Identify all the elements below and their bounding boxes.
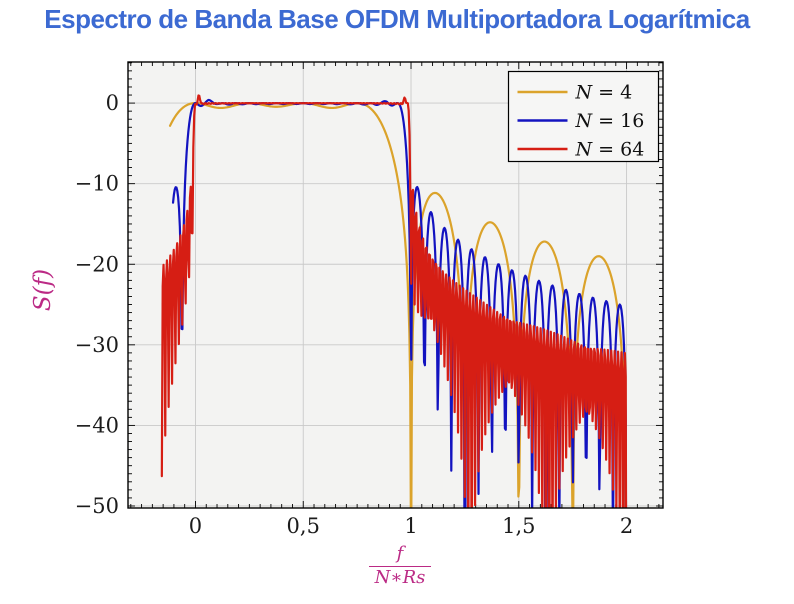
legend-label-n=16: N = 16 — [575, 110, 645, 132]
x-tick-label: 1,5 — [502, 514, 535, 538]
y-tick-label: −20 — [75, 252, 119, 276]
x-axis-label-denominator: N∗Rs — [368, 565, 432, 589]
y-tick-label: −40 — [75, 413, 119, 437]
chart-title: Espectro de Banda Base OFDM Multiportado… — [44, 4, 750, 34]
y-tick-label: −30 — [75, 333, 119, 357]
y-axis-label: S(f) — [30, 268, 56, 312]
x-axis-label-numerator: f — [396, 543, 404, 564]
y-tick-label: 0 — [106, 91, 119, 115]
series-line-n=64 — [160, 94, 628, 508]
legend-label-n=4: N = 4 — [575, 82, 633, 104]
y-tick-label: −50 — [75, 494, 119, 518]
legend-box — [507, 70, 660, 163]
x-tick-label: 0,5 — [287, 514, 320, 538]
x-tick-label: 2 — [620, 514, 633, 538]
x-tick-label: 0 — [189, 514, 202, 538]
y-tick-label: −10 — [75, 172, 119, 196]
axis-frame — [127, 61, 664, 509]
x-tick-label: 1 — [404, 514, 417, 538]
x-axis-label: f N∗Rs — [352, 543, 448, 589]
legend-label-n=64: N = 64 — [575, 139, 645, 161]
